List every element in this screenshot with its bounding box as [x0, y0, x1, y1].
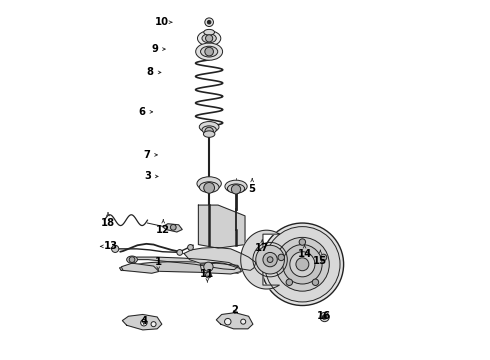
Circle shape	[320, 254, 327, 261]
Polygon shape	[122, 315, 162, 330]
Circle shape	[231, 185, 241, 194]
Text: 10: 10	[155, 17, 172, 27]
Circle shape	[205, 127, 214, 136]
Circle shape	[141, 319, 147, 326]
Text: 1: 1	[155, 257, 162, 270]
Polygon shape	[120, 262, 242, 273]
Ellipse shape	[204, 30, 215, 35]
Circle shape	[263, 252, 277, 267]
Ellipse shape	[202, 34, 216, 43]
Ellipse shape	[202, 126, 216, 134]
Text: 8: 8	[147, 67, 161, 77]
Circle shape	[205, 47, 214, 56]
Circle shape	[171, 225, 176, 230]
Circle shape	[207, 21, 211, 24]
Text: 18: 18	[101, 212, 115, 228]
Text: 12: 12	[156, 220, 170, 235]
Circle shape	[151, 321, 156, 327]
Text: 4: 4	[140, 316, 147, 325]
Text: 7: 7	[143, 150, 157, 160]
Polygon shape	[122, 263, 159, 273]
Text: 15: 15	[313, 250, 327, 266]
Text: 14: 14	[297, 245, 312, 258]
Circle shape	[205, 272, 211, 278]
Circle shape	[112, 245, 119, 252]
Circle shape	[204, 183, 215, 193]
Circle shape	[278, 254, 285, 261]
Ellipse shape	[200, 46, 218, 57]
Circle shape	[205, 18, 214, 27]
Circle shape	[322, 315, 327, 319]
Polygon shape	[128, 257, 238, 270]
Polygon shape	[216, 313, 253, 329]
Text: 17: 17	[255, 240, 269, 253]
Circle shape	[299, 239, 306, 245]
Text: 13: 13	[100, 241, 118, 251]
Circle shape	[241, 319, 245, 324]
Ellipse shape	[225, 180, 247, 193]
Circle shape	[296, 258, 309, 271]
Circle shape	[177, 249, 183, 255]
Ellipse shape	[197, 31, 221, 46]
Circle shape	[286, 279, 293, 285]
Circle shape	[267, 257, 273, 262]
Circle shape	[283, 244, 322, 284]
Text: 2: 2	[231, 305, 239, 315]
Polygon shape	[163, 224, 182, 232]
Circle shape	[256, 245, 285, 274]
Polygon shape	[198, 205, 245, 248]
Text: 9: 9	[151, 44, 165, 54]
Text: 11: 11	[200, 269, 215, 282]
Circle shape	[265, 226, 340, 302]
Circle shape	[188, 244, 194, 250]
Ellipse shape	[199, 182, 219, 193]
Circle shape	[312, 279, 318, 285]
Polygon shape	[200, 263, 242, 274]
Circle shape	[290, 252, 315, 277]
Ellipse shape	[227, 184, 245, 193]
Circle shape	[204, 262, 213, 271]
Polygon shape	[241, 230, 279, 289]
Circle shape	[205, 35, 213, 42]
Ellipse shape	[196, 43, 222, 60]
Text: 16: 16	[317, 311, 331, 320]
Circle shape	[275, 237, 329, 291]
Ellipse shape	[203, 131, 215, 137]
Ellipse shape	[199, 122, 219, 132]
Circle shape	[320, 312, 329, 321]
Text: 5: 5	[248, 179, 256, 194]
Polygon shape	[184, 247, 256, 270]
Circle shape	[261, 223, 343, 306]
Ellipse shape	[126, 256, 137, 263]
Circle shape	[224, 319, 231, 325]
Text: 3: 3	[144, 171, 158, 181]
Circle shape	[129, 257, 135, 262]
Text: 6: 6	[139, 107, 153, 117]
Ellipse shape	[197, 177, 221, 190]
